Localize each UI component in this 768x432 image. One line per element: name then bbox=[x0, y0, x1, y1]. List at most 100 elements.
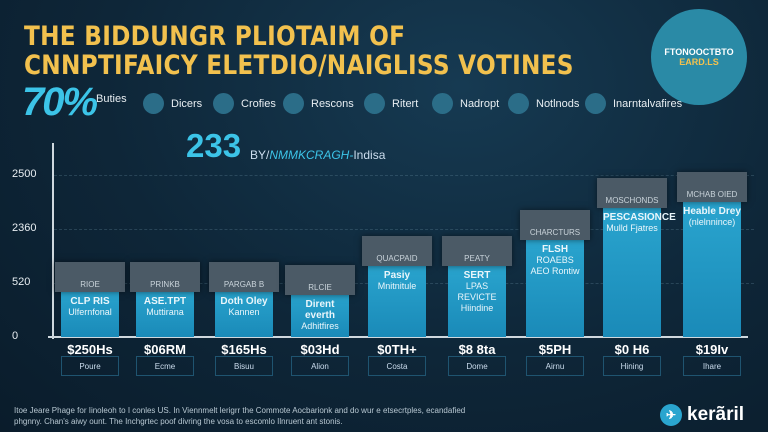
bar-text-line: ASE.TPT bbox=[143, 295, 187, 307]
bar-text-line: Heable Drey bbox=[683, 205, 741, 217]
bar-text-line: Adhitfires bbox=[301, 321, 339, 332]
bar-text: SERT LPAS REVICTE Hiindine bbox=[448, 270, 506, 314]
footer-note: Itoe Jeare Phage for Iinoleoh to I conle… bbox=[14, 406, 466, 426]
bar-text: CLP RIS Ulfernfonal bbox=[61, 296, 119, 318]
legend-dot bbox=[585, 93, 606, 114]
chart-title: THE BIDDUNGR PLIOTAIM OF CNNPTIFAICY ELET… bbox=[24, 21, 574, 81]
legend-item: Buties bbox=[96, 93, 127, 105]
bar-text-line: Muttirana bbox=[146, 306, 184, 317]
value-label: $250Hs bbox=[67, 342, 113, 357]
legend-label: Rescons bbox=[311, 97, 354, 110]
bar bbox=[683, 197, 741, 337]
callout-value: 233 bbox=[186, 127, 242, 164]
legend-item: Crofies bbox=[213, 93, 276, 114]
y-tick-label: 2360 bbox=[12, 222, 37, 234]
legend-dot bbox=[432, 93, 453, 114]
legend-label: Notlnods bbox=[536, 97, 580, 110]
legend-item: Rescons bbox=[283, 93, 354, 114]
category-label: Airnu bbox=[526, 356, 584, 376]
gridline bbox=[54, 229, 754, 230]
bar-text-line: Pasiy bbox=[383, 270, 411, 282]
legend-item: Notlnods bbox=[508, 93, 579, 114]
bar-text: FLSH ROAEBS AEO Rontiw bbox=[526, 244, 584, 277]
callout-label: BY/NMMKCRAGH-Indisa bbox=[250, 148, 386, 162]
bar-text: Heable Drey (nlelnnince) bbox=[683, 206, 741, 228]
gridline bbox=[54, 175, 754, 176]
bar-text-line: LPAS REVICTE Hiindine bbox=[457, 281, 497, 314]
bar-header: QUACPAID bbox=[362, 236, 432, 267]
bar-text-line: Doth Oley bbox=[220, 295, 268, 307]
bar-text-line: Dirent everth bbox=[304, 299, 335, 322]
bar-text-line: PESCASIONCE bbox=[603, 212, 676, 224]
bar-header: PARGAB B bbox=[209, 261, 279, 292]
bar-text-line: Kannen bbox=[228, 306, 260, 317]
value-label: $165Hs bbox=[221, 342, 267, 357]
bar-header: PRINKB bbox=[130, 261, 200, 292]
category-label: Dome bbox=[448, 356, 506, 376]
legend-label: Inarntalvafires bbox=[613, 97, 683, 110]
legend-dot bbox=[364, 93, 385, 114]
value-label: $06RM bbox=[144, 342, 186, 357]
legend-item: Dicers bbox=[143, 93, 202, 114]
bar bbox=[368, 262, 426, 337]
headline-percent: 70% bbox=[22, 80, 98, 124]
bar-text: Dirent everth Adhitfires bbox=[291, 299, 349, 332]
legend-label: Ritert bbox=[392, 97, 419, 110]
y-tick-label: 0 bbox=[12, 330, 19, 342]
legend-dot bbox=[283, 93, 304, 114]
legend-label: Dicers bbox=[171, 97, 203, 110]
bar-header: RLCIE bbox=[285, 265, 355, 296]
legend-dot bbox=[143, 93, 164, 114]
value-label: $0TH+ bbox=[377, 342, 417, 357]
brand-logo: ✈ kerãril bbox=[660, 404, 744, 426]
category-label: Hining bbox=[603, 356, 661, 376]
bar-text: Doth Oley Kannen bbox=[215, 296, 273, 318]
category-label: Poure bbox=[61, 356, 119, 376]
value-label: $5PH bbox=[538, 342, 572, 357]
y-axis bbox=[52, 143, 54, 339]
y-tick-label: 2500 bbox=[12, 168, 37, 180]
bar bbox=[448, 262, 506, 337]
bar-header: MOSCHONDS bbox=[597, 178, 667, 209]
bar-header: PEATY bbox=[442, 236, 512, 267]
legend-item: Ritert bbox=[364, 93, 418, 114]
bar-header: MCHAB OIED bbox=[677, 171, 747, 202]
bar-text-line: Ulfernfonal bbox=[68, 306, 112, 317]
bar-text-line: (nlelnnince) bbox=[688, 216, 736, 227]
bar-text-line: ROAEBS AEO Rontiw bbox=[530, 255, 580, 277]
category-label: Costa bbox=[368, 356, 426, 376]
x-axis bbox=[48, 336, 748, 338]
category-label: Alion bbox=[291, 356, 349, 376]
legend-item: Inarntalvafires bbox=[585, 93, 682, 114]
logo-badge: FTONOOCTBTO EARD.LS bbox=[651, 9, 747, 105]
bar-header: CHARCTURS bbox=[520, 210, 590, 241]
legend-dot bbox=[213, 93, 234, 114]
bar-text: ASE.TPT Muttirana bbox=[136, 296, 194, 318]
bar bbox=[291, 291, 349, 337]
legend-label: Crofies bbox=[241, 97, 276, 110]
bird-icon: ✈ bbox=[660, 404, 682, 426]
y-tick-label: 520 bbox=[12, 276, 31, 288]
legend-label: Nadropt bbox=[460, 97, 500, 110]
bar bbox=[136, 287, 194, 337]
legend-item: Nadropt bbox=[432, 93, 499, 114]
bar bbox=[603, 204, 661, 337]
bar-header: RIOE bbox=[55, 261, 125, 292]
value-label: $03Hd bbox=[300, 342, 340, 357]
bar-text: Pasiy Mnitnitule bbox=[368, 270, 426, 292]
value-label: $19Iv bbox=[695, 342, 729, 357]
bar-text-line: SERT bbox=[463, 270, 491, 282]
category-label: Bisuu bbox=[215, 356, 273, 376]
bar-text-line: Mulld Fjatres bbox=[606, 223, 658, 234]
value-label: $8 8ta bbox=[458, 342, 496, 357]
bar bbox=[215, 287, 273, 337]
value-label: $0 H6 bbox=[614, 342, 650, 357]
legend-label: Buties bbox=[96, 93, 127, 105]
bar-text-line: CLP RIS bbox=[70, 295, 110, 307]
bar bbox=[526, 236, 584, 337]
bar-text: PESCASIONCE Mulld Fjatres bbox=[603, 212, 676, 234]
legend-dot bbox=[508, 93, 529, 114]
category-label: Ecme bbox=[136, 356, 194, 376]
bar-text-line: Mnitnitule bbox=[377, 281, 417, 292]
